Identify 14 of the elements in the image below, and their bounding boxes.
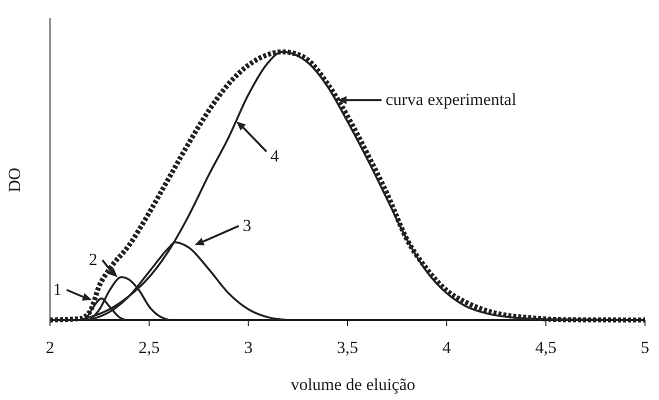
- annotation: 4: [270, 146, 280, 166]
- x-tick-label: 4,5: [535, 338, 556, 357]
- x-tick-label: 4: [442, 338, 452, 357]
- annotation: 2: [88, 250, 98, 270]
- y-axis-title: DO: [5, 168, 24, 192]
- x-axis-title: volume de eluição: [290, 375, 416, 394]
- annotation: 3: [242, 216, 252, 235]
- annotation: 1: [53, 280, 62, 299]
- annotation: curva experimental: [386, 90, 517, 110]
- x-tick-label: 2,5: [138, 338, 160, 357]
- x-tick-label: 3: [244, 338, 253, 357]
- x-tick-label: 2: [46, 338, 54, 357]
- x-tick-label: 5: [640, 338, 650, 357]
- x-tick-label: 3,5: [336, 338, 358, 357]
